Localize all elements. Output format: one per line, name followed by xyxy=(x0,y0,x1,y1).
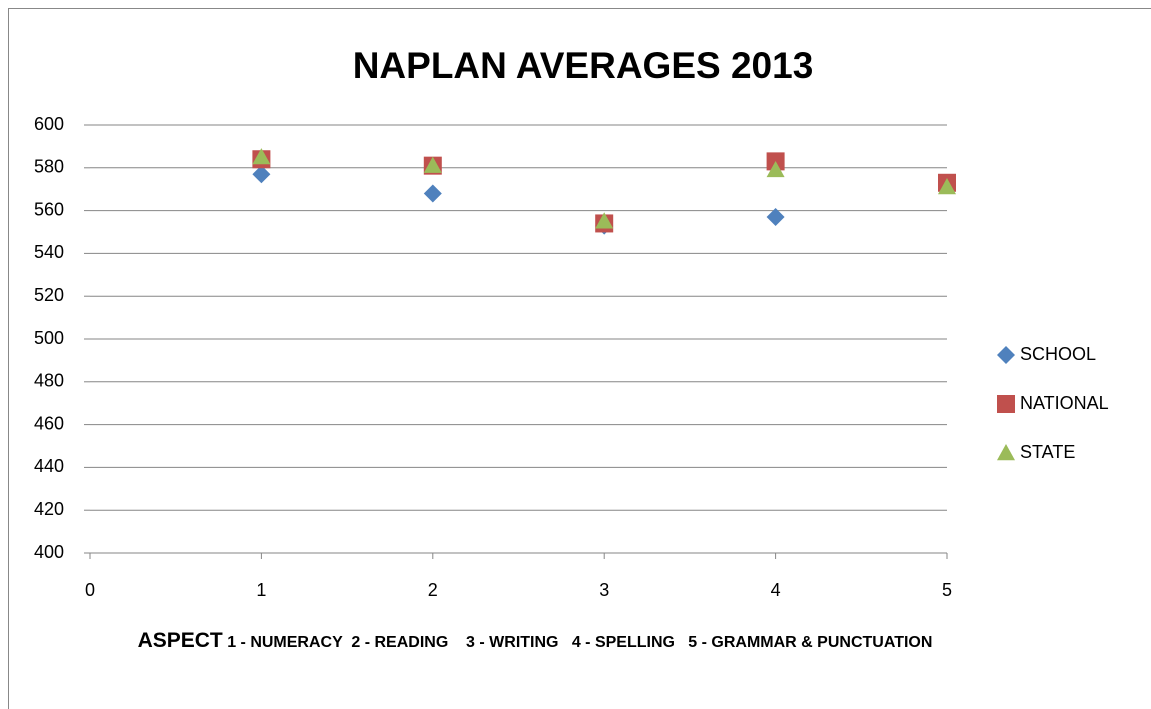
y-tick-label: 540 xyxy=(34,242,64,262)
data-point xyxy=(252,165,271,184)
y-tick-label: 480 xyxy=(34,371,64,391)
data-point xyxy=(252,148,271,165)
legend-label: NATIONAL xyxy=(1020,393,1109,413)
legend-label: STATE xyxy=(1020,442,1075,462)
data-point xyxy=(423,184,442,203)
legend-marker xyxy=(997,395,1015,413)
y-tick-label: 460 xyxy=(34,413,64,433)
data-point xyxy=(766,208,785,227)
data-point xyxy=(938,178,956,195)
y-tick-label: 500 xyxy=(34,328,64,348)
chart-title: NAPLAN AVERAGES 2013 xyxy=(353,45,814,86)
x-tick-label: 0 xyxy=(85,580,95,600)
y-tick-label: 600 xyxy=(34,114,64,134)
y-tick-label: 420 xyxy=(34,499,64,519)
y-tick-label: 560 xyxy=(34,199,64,219)
y-tick-label: 580 xyxy=(34,157,64,177)
y-tick-label: 400 xyxy=(34,542,64,562)
x-label-detail: 1 - NUMERACY 2 - READING 3 - WRITING 4 -… xyxy=(227,634,933,651)
data-point xyxy=(595,212,614,229)
y-tick-label: 520 xyxy=(34,285,64,305)
x-tick-label: 3 xyxy=(599,580,609,600)
legend-marker xyxy=(997,444,1015,461)
x-tick-label: 4 xyxy=(771,580,781,600)
data-point xyxy=(423,156,442,173)
data-point xyxy=(766,160,785,178)
x-axis-label: ASPECT 1 - NUMERACY 2 - READING 3 - WRIT… xyxy=(120,626,950,658)
x-tick-label: 1 xyxy=(256,580,266,600)
chart-border xyxy=(8,8,1151,709)
legend-marker xyxy=(997,346,1015,364)
x-tick-label: 5 xyxy=(942,580,952,600)
y-tick-label: 440 xyxy=(34,456,64,476)
x-label-main: ASPECT xyxy=(137,629,223,652)
legend-label: SCHOOL xyxy=(1020,344,1096,364)
x-tick-label: 2 xyxy=(428,580,438,600)
